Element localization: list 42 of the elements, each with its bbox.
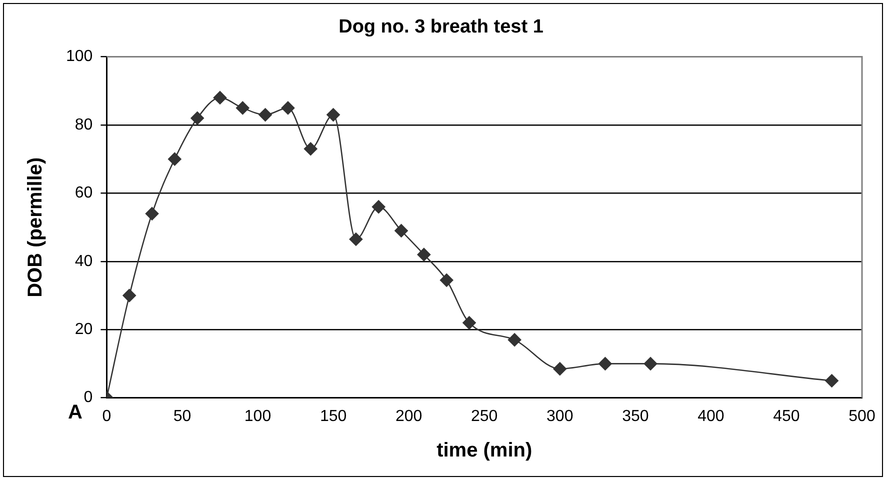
point [349,232,363,246]
point [417,248,431,262]
x-tick-label: 400 [698,408,724,425]
y-tick-label: 100 [66,48,93,66]
point [644,357,658,370]
x-tick-label: 100 [244,408,272,425]
y-axis-title: DOB (permille) [24,157,47,298]
point [168,152,182,166]
x-tick-label: 150 [320,408,347,425]
point [236,101,250,115]
y-tick-label: 0 [84,389,93,406]
x-tick-label: 500 [848,408,876,425]
point [508,333,522,346]
point [304,142,318,156]
point [281,101,295,115]
y-tick-label: 20 [74,321,93,338]
x-tick-label: 450 [773,408,800,425]
point [825,374,838,388]
x-tick-label: 300 [546,408,574,425]
point [326,108,340,122]
y-tick-label: 80 [74,116,93,134]
x-tick-label: 50 [173,408,192,425]
text: A [68,402,82,424]
chart-title: Dog no. 3 breath test 1 [338,16,544,38]
point [145,207,159,220]
y-tick-label: 40 [74,252,93,270]
point [394,224,408,238]
point [372,200,386,214]
point [553,362,567,376]
point [440,274,454,287]
x-tick-label: 200 [395,408,422,425]
y-tick-label: 60 [74,184,93,202]
x-axis-title: time (min) [436,440,532,462]
point [213,91,227,104]
point [258,108,272,122]
x-tick-label: 0 [102,408,112,425]
point [122,288,136,302]
point [190,112,204,125]
point [462,316,476,330]
x-tick-label: 350 [622,408,649,425]
x-tick-label: 250 [470,408,498,425]
point [598,357,612,370]
